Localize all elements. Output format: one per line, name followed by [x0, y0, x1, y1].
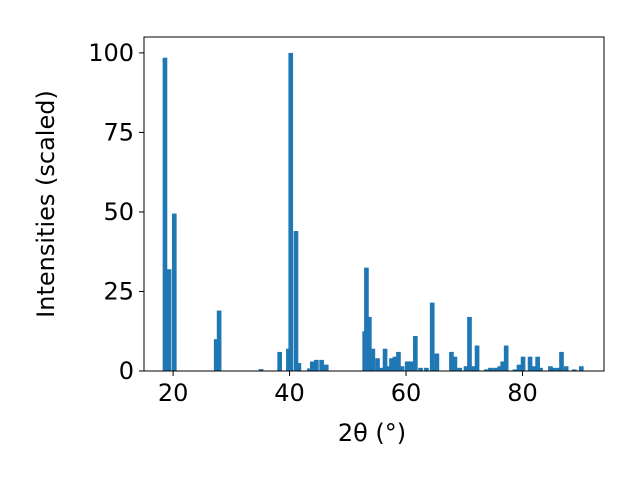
- x-tick-label: 40: [274, 379, 305, 407]
- bar: [488, 367, 493, 371]
- bar: [162, 57, 168, 372]
- bar: [288, 52, 294, 372]
- bar: [563, 366, 569, 371]
- bar: [571, 369, 577, 371]
- bar: [424, 367, 429, 371]
- bar: [418, 367, 423, 371]
- bar: [413, 336, 418, 371]
- bar: [503, 345, 509, 371]
- bars-group: [162, 52, 584, 372]
- bar: [531, 366, 536, 371]
- bar: [548, 366, 553, 371]
- bar: [314, 359, 319, 371]
- bar: [277, 351, 282, 371]
- x-tick-label: 20: [158, 379, 189, 407]
- y-tick-label: 100: [88, 39, 134, 67]
- bar: [171, 213, 177, 371]
- bar: [386, 366, 391, 371]
- bar: [379, 367, 384, 371]
- y-tick-label: 50: [103, 198, 134, 226]
- bar: [296, 363, 302, 371]
- bar: [527, 356, 533, 371]
- bar: [512, 369, 518, 371]
- bar: [538, 367, 543, 371]
- bar: [467, 316, 472, 371]
- bar: [389, 358, 394, 371]
- bar: [307, 368, 312, 371]
- bar: [520, 356, 526, 371]
- bar: [309, 361, 315, 371]
- bar: [452, 356, 458, 371]
- bar: [404, 361, 410, 371]
- bar: [471, 366, 476, 371]
- bar: [392, 356, 398, 371]
- bar: [399, 366, 405, 371]
- x-tick-label: 80: [507, 379, 538, 407]
- bar: [286, 348, 291, 371]
- bar: [370, 348, 376, 371]
- bar: [474, 345, 480, 371]
- bar: [319, 359, 324, 371]
- bar: [323, 364, 329, 371]
- bar: [216, 310, 222, 371]
- plot-frame: [143, 36, 605, 372]
- bar: [516, 364, 522, 371]
- y-tick-label: 25: [103, 277, 134, 305]
- bar: [535, 356, 540, 371]
- bar: [375, 358, 380, 371]
- bar: [293, 231, 299, 371]
- bar: [559, 351, 564, 371]
- y-tick-label: 75: [103, 118, 134, 146]
- bar: [166, 269, 172, 371]
- bar: [258, 369, 264, 371]
- ticks-group: 20 40 60 80 0 25 50 75 100: [88, 39, 538, 407]
- bar: [213, 339, 219, 371]
- bar: [497, 366, 503, 371]
- bar: [434, 353, 440, 371]
- bar: [492, 367, 498, 371]
- bar: [429, 302, 435, 371]
- bar: [408, 361, 414, 371]
- bar: [500, 361, 506, 371]
- x-tick-label: 60: [391, 379, 422, 407]
- bar: [463, 366, 469, 371]
- bar: [396, 351, 401, 371]
- bar: [382, 348, 388, 371]
- bar: [364, 267, 369, 371]
- y-axis-label: Intensities (scaled): [32, 90, 60, 318]
- bar: [552, 367, 557, 371]
- y-tick-label: 0: [119, 357, 134, 385]
- x-axis-label: 2θ (°): [338, 419, 406, 447]
- bar: [367, 316, 372, 371]
- bar: [457, 367, 462, 371]
- bar: [484, 369, 489, 371]
- bar: [449, 351, 454, 371]
- bar: [578, 366, 584, 371]
